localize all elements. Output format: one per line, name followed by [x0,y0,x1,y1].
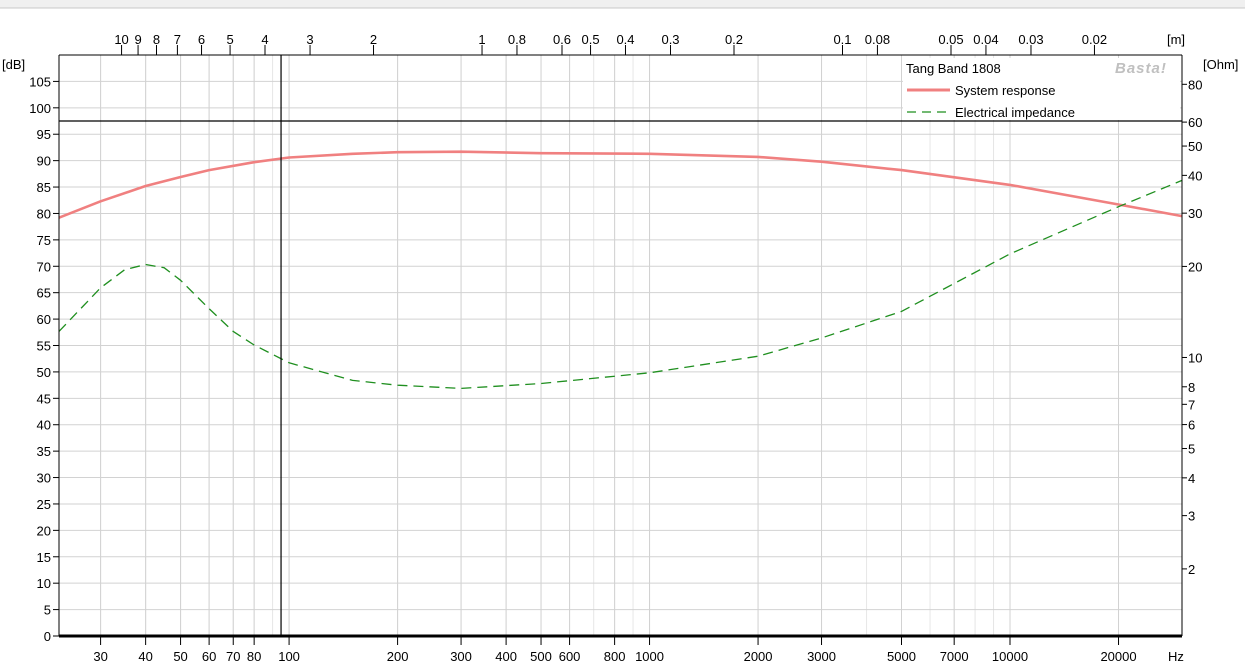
top-tick-label: 0.5 [582,32,600,47]
top-tick-label: 0.08 [865,32,890,47]
watermark-logo: Basta! [1115,60,1167,77]
axes-layer: 30 40 50 60 70 80 100 200 300 400 500 600 800 1000 200… [2,32,1238,664]
top-tick-label: 0.05 [938,32,963,47]
y-left-tick-label: 35 [37,444,51,459]
x-tick-label: 7000 [940,649,969,664]
series-line-system-response [58,150,1183,219]
x-tick-label: 5000 [887,649,916,664]
x-tick-label: 600 [559,649,581,664]
x-tick-label: 500 [530,649,552,664]
x-tick-label: 60 [202,649,216,664]
top-tick-label: 5 [226,32,233,47]
y-left-tick-label: 40 [37,418,51,433]
y-right-tick-label: 6 [1188,418,1195,433]
top-tick-label: 0.1 [833,32,851,47]
x-tick-label: 20000 [1100,649,1136,664]
top-tick-label: 0.04 [973,32,998,47]
top-tick-label: 9 [134,32,141,47]
top-tick-label: 1 [478,32,485,47]
x-tick-label: 80 [247,649,261,664]
top-tick-label: 0.02 [1082,32,1107,47]
x-tick-label: 1000 [635,649,664,664]
x-tick-label: 50 [173,649,187,664]
top-tick-label: 7 [174,32,181,47]
y-left-tick-label: 85 [37,180,51,195]
y-left-tick-label: 0 [44,629,51,644]
y-right-tick-label: 5 [1188,442,1195,457]
y-left-tick-label: 55 [37,339,51,354]
y-left-tick-label: 15 [37,550,51,565]
y-right-tick-label: 3 [1188,509,1195,524]
legend-title: Tang Band 1808 [906,61,1001,76]
y-left-tick-label: 20 [37,523,51,538]
legend-label-system-response: System response [955,83,1055,98]
y-right-tick-label: 10 [1188,350,1202,365]
grid-layer [59,55,1183,637]
legend-label-electrical-impedance: Electrical impedance [955,105,1075,120]
y-right-tick-label: 8 [1188,380,1195,395]
x-tick-label: 200 [387,649,409,664]
y-right-tick-label: 2 [1188,562,1195,577]
x-tick-label: 100 [278,649,300,664]
y-left-unit: [dB] [2,57,25,72]
y-left-tick-label: 50 [37,365,51,380]
y-left-tick-label: 25 [37,497,51,512]
top-toolbar-strip [0,0,1245,8]
top-tick-label: 10 [114,32,128,47]
y-left-tick-label: 45 [37,391,51,406]
x-tick-label: 800 [604,649,626,664]
top-axis-unit: [m] [1167,32,1185,47]
series-line-electrical-impedance [58,179,1183,390]
y-left-tick-label: 100 [29,101,51,116]
y-right-tick-label: 80 [1188,77,1202,92]
series-layer [58,150,1183,390]
x-tick-label: 70 [226,649,240,664]
x-tick-label: 3000 [807,649,836,664]
x-tick-label: 2000 [744,649,773,664]
legend: Tang Band 1808 Basta! System response El… [903,58,1180,120]
top-tick-label: 0.6 [553,32,571,47]
x-tick-label: 10000 [992,649,1028,664]
x-tick-label: 30 [93,649,107,664]
y-right-tick-label: 50 [1188,139,1202,154]
y-left-tick-label: 95 [37,127,51,142]
y-left-tick-label: 60 [37,312,51,327]
top-tick-label: 0.03 [1018,32,1043,47]
y-left-tick-label: 70 [37,259,51,274]
y-right-unit: [Ohm] [1203,57,1238,72]
y-left-tick-label: 105 [29,74,51,89]
y-right-tick-label: 40 [1188,168,1202,183]
y-right-tick-label: 20 [1188,259,1202,274]
x-tick-label: 40 [138,649,152,664]
y-right-tick-label: 30 [1188,206,1202,221]
y-left-tick-label: 10 [37,576,51,591]
y-left-tick-label: 30 [37,471,51,486]
y-left-tick-label: 5 [44,603,51,618]
top-tick-label: 0.2 [725,32,743,47]
y-left-tick-label: 90 [37,154,51,169]
y-left-tick-label: 75 [37,233,51,248]
x-tick-label: 400 [495,649,517,664]
y-right-tick-label: 7 [1188,397,1195,412]
top-tick-label: 2 [370,32,377,47]
x-tick-label: 300 [450,649,472,664]
y-left-tick-label: 65 [37,286,51,301]
top-tick-label: 0.8 [508,32,526,47]
cursor-layer [59,55,1182,636]
top-tick-label: 0.4 [616,32,634,47]
top-tick-label: 6 [198,32,205,47]
top-tick-label: 0.3 [661,32,679,47]
y-right-tick-label: 4 [1188,471,1195,486]
x-axis-unit: Hz [1168,649,1184,664]
top-tick-label: 3 [306,32,313,47]
y-right-tick-label: 60 [1188,115,1202,130]
top-tick-label: 8 [153,32,160,47]
top-tick-label: 4 [261,32,268,47]
y-left-tick-label: 80 [37,206,51,221]
